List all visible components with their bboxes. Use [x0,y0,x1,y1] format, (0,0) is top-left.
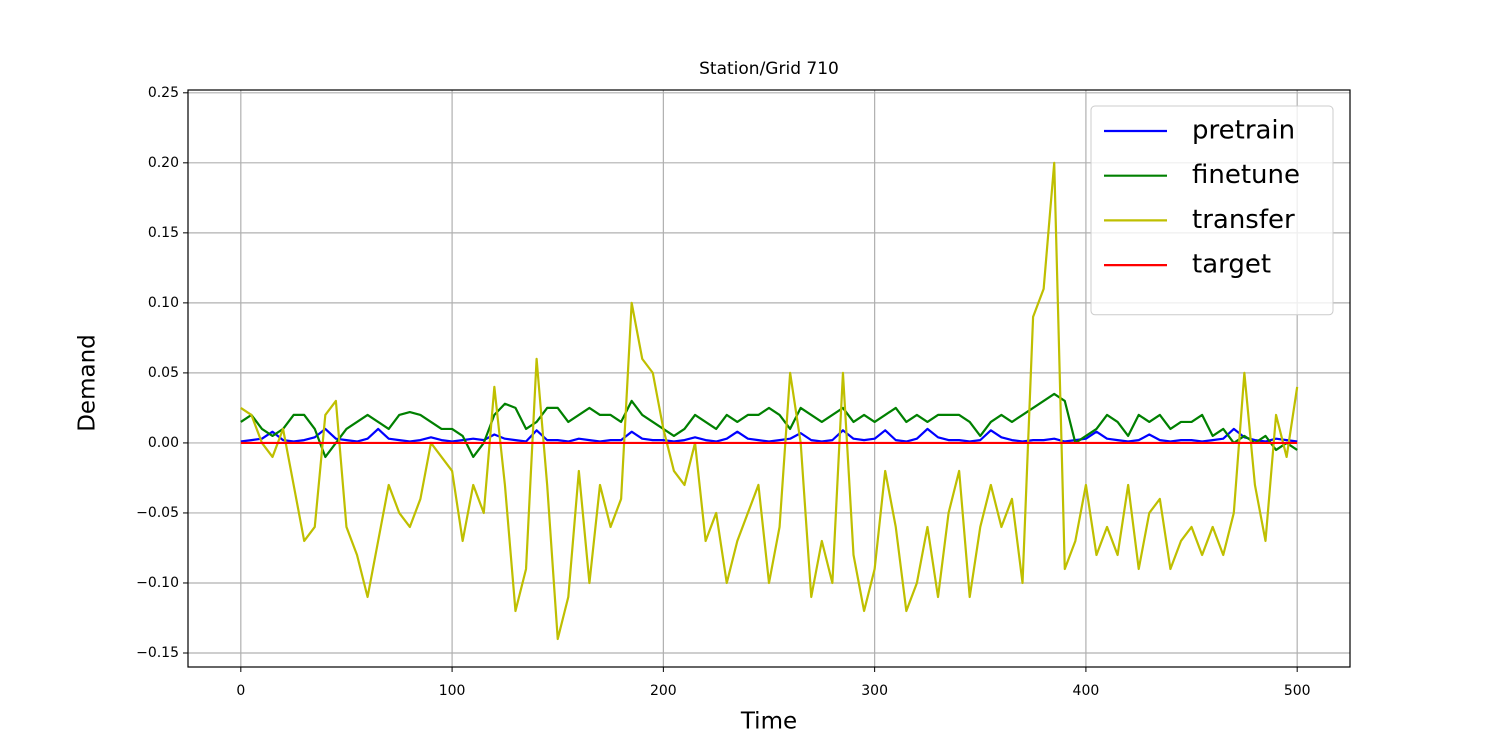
y-tick-label: −0.10 [136,575,179,591]
series-line [240,392,1298,459]
x-tick-label: 500 [1284,683,1311,699]
x-tick-label: 400 [1073,683,1100,699]
y-tick-label: 0.15 [148,225,179,241]
series-line [240,161,1299,641]
x-tick-label: 300 [861,683,888,699]
y-axis-label: Demand [75,334,101,432]
legend-box [1090,105,1334,316]
y-tick-label: 0.00 [148,435,179,451]
legend-label: transfer [1192,205,1295,235]
x-axis-label: Time [740,709,797,735]
legend-label: finetune [1192,160,1300,190]
y-tick-label: 0.20 [148,155,179,171]
legend-label: target [1192,250,1271,280]
y-tick-label: 0.25 [148,85,179,101]
y-tick-label: 0.05 [148,365,179,381]
y-tick-label: 0.10 [148,295,179,311]
series-line [240,427,1298,443]
x-tick-label: 200 [650,683,677,699]
plot-frame [187,89,1351,668]
chart-title: Station/Grid 710 [699,59,839,79]
y-tick-label: −0.15 [136,645,179,661]
legend-label: pretrain [1192,116,1295,146]
y-tick-label: −0.05 [136,505,179,521]
x-tick-label: 0 [236,683,245,699]
x-tick-label: 100 [439,683,466,699]
